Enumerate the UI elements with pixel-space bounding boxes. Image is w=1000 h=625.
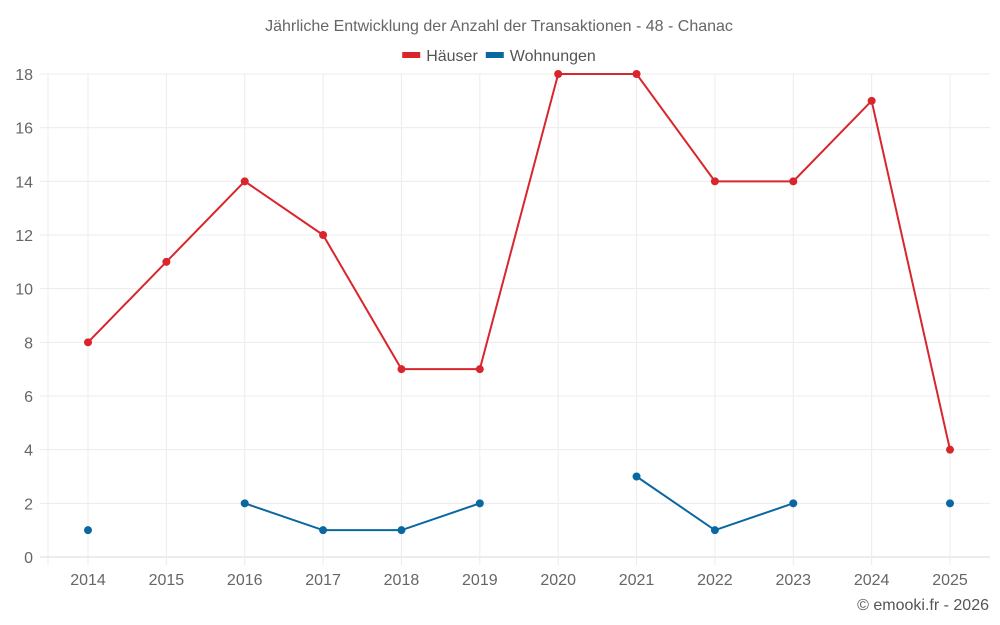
data-point[interactable] xyxy=(554,70,563,78)
data-point[interactable] xyxy=(946,445,954,454)
data-point[interactable] xyxy=(475,365,484,374)
x-tick-label: 2015 xyxy=(149,572,185,589)
y-tick-label: 14 xyxy=(15,174,33,191)
x-axis: 2014 2015 2016 2017 2018 2019 2020 2021 2022 2023… xyxy=(70,572,968,589)
y-tick-label: 4 xyxy=(24,443,33,460)
data-point[interactable] xyxy=(319,231,328,239)
grid-lines xyxy=(40,73,990,565)
legend-swatch-icon xyxy=(402,52,421,58)
data-point[interactable] xyxy=(789,499,798,508)
y-tick-label: 8 xyxy=(24,335,33,352)
x-tick-label: 2021 xyxy=(619,572,655,589)
legend-swatch-icon xyxy=(485,52,504,58)
x-tick-label: 2016 xyxy=(227,572,263,589)
data-point[interactable] xyxy=(84,526,92,535)
y-axis: 0 2 4 6 8 10 12 14 16 18 xyxy=(15,67,33,567)
data-point[interactable] xyxy=(319,526,328,535)
x-tick-label: 2020 xyxy=(540,572,576,589)
x-tick-label: 2014 xyxy=(70,572,106,589)
copyright-credit: © emooki.fr - 2026 xyxy=(857,597,989,614)
data-point[interactable] xyxy=(632,70,641,78)
data-point[interactable] xyxy=(710,526,719,535)
series-häuser xyxy=(84,70,954,454)
y-tick-label: 2 xyxy=(24,496,33,513)
legend-item-wohnungen[interactable]: Wohnungen xyxy=(485,48,596,65)
data-point[interactable] xyxy=(632,472,641,481)
legend-label: Wohnungen xyxy=(510,48,596,65)
x-tick-label: 2024 xyxy=(854,572,890,589)
data-point[interactable] xyxy=(240,177,249,186)
series-layer xyxy=(84,70,954,535)
y-tick-label: 18 xyxy=(15,67,33,84)
data-point[interactable] xyxy=(84,338,92,347)
data-point[interactable] xyxy=(240,499,249,508)
y-tick-label: 16 xyxy=(15,121,33,138)
x-tick-label: 2025 xyxy=(932,572,968,589)
legend: Häuser Wohnungen xyxy=(402,48,596,65)
y-tick-label: 12 xyxy=(15,228,33,245)
data-point[interactable] xyxy=(397,365,406,374)
data-point[interactable] xyxy=(397,526,406,535)
data-point[interactable] xyxy=(789,177,798,186)
data-point[interactable] xyxy=(710,177,719,186)
chart-title: Jährliche Entwicklung der Anzahl der Tra… xyxy=(265,18,733,35)
series-wohnungen xyxy=(84,472,954,535)
data-point[interactable] xyxy=(867,96,876,105)
legend-label: Häuser xyxy=(426,48,478,65)
data-point[interactable] xyxy=(475,499,484,508)
x-tick-label: 2017 xyxy=(305,572,341,589)
data-point[interactable] xyxy=(162,257,171,266)
data-point[interactable] xyxy=(946,499,954,508)
x-tick-label: 2019 xyxy=(462,572,498,589)
legend-item-häuser[interactable]: Häuser xyxy=(402,48,478,65)
y-tick-label: 0 xyxy=(24,550,33,567)
x-tick-label: 2023 xyxy=(775,572,811,589)
x-tick-label: 2022 xyxy=(697,572,733,589)
x-tick-label: 2018 xyxy=(384,572,420,589)
y-tick-label: 6 xyxy=(24,389,33,406)
y-tick-label: 10 xyxy=(15,282,33,299)
